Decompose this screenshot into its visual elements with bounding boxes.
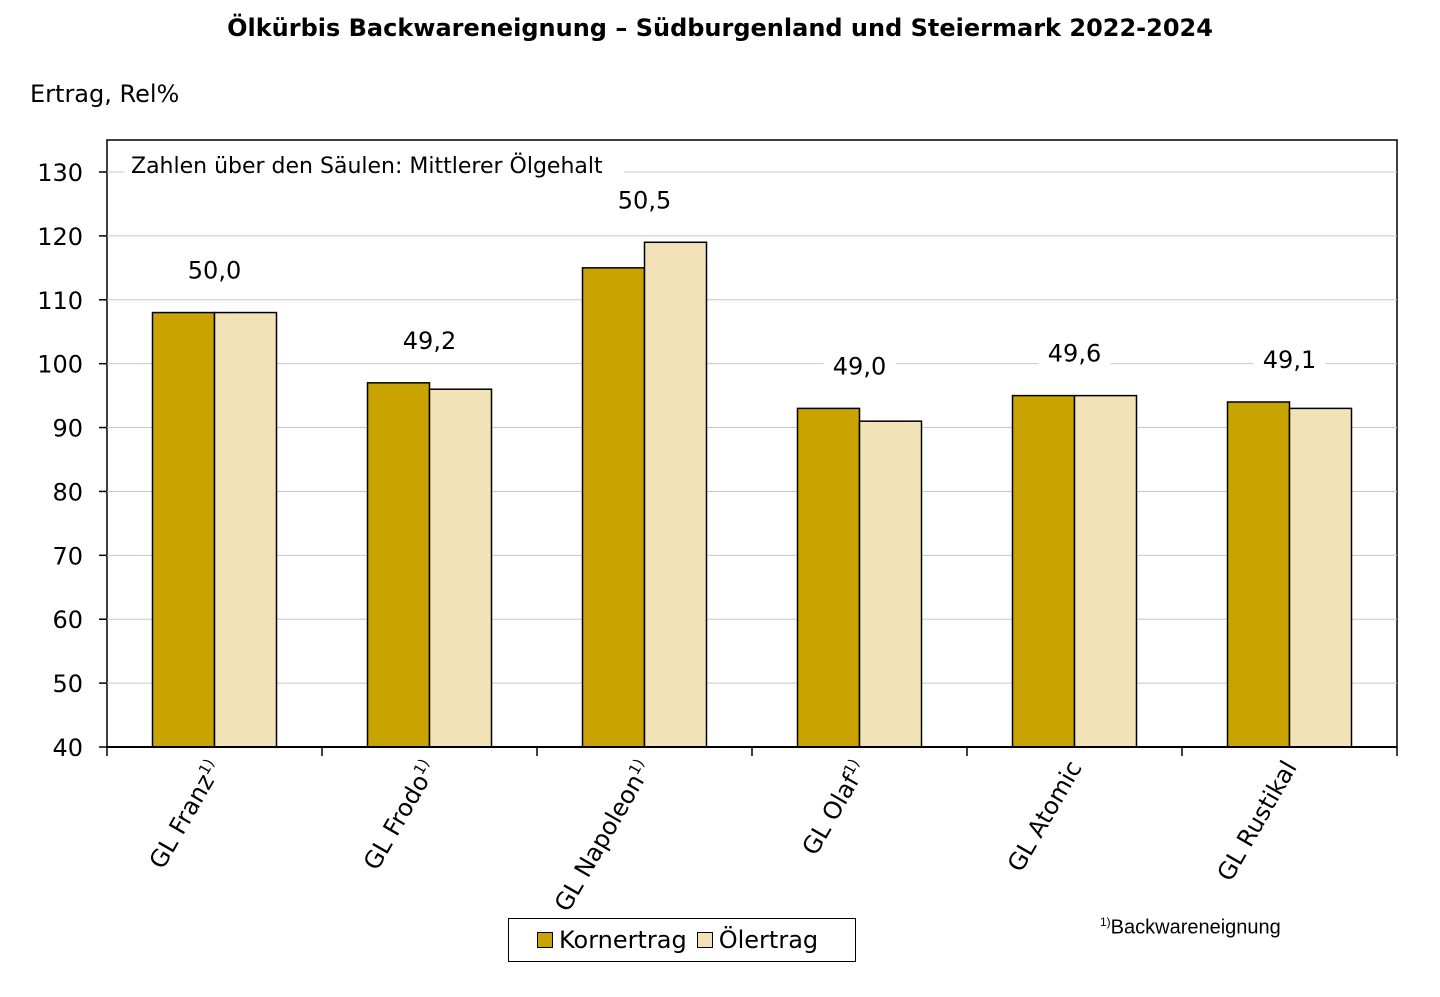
data-label-background	[1253, 344, 1326, 376]
x-tick-label: GL Rustikal	[1212, 756, 1303, 886]
y-tick-label: 60	[52, 606, 83, 634]
data-label-oil-content: 49,2	[403, 327, 456, 355]
legend-item-oelertrag: Ölertrag	[696, 926, 819, 954]
annotation-text: Zahlen über den Säulen: Mittlerer Ölgeha…	[131, 153, 603, 179]
bar-oelertrag	[858, 420, 923, 748]
x-tick-label: GL Frodo1)	[357, 756, 443, 875]
bar-oelertrag	[1288, 407, 1353, 748]
y-tick-label: 50	[52, 670, 83, 698]
bar-kornertrag	[151, 311, 216, 748]
bar-oelertrag	[643, 241, 708, 748]
bar-kornertrag	[1011, 394, 1076, 748]
footnote: 1)Backwareneignung	[1100, 915, 1281, 940]
x-tick-label-name: GL Napoleon	[549, 769, 650, 916]
legend-swatch-oelertrag	[696, 932, 713, 948]
x-tick-label: GL Napoleon1)	[548, 756, 658, 917]
x-tick-label-name: GL Frodo	[358, 769, 435, 874]
y-tick-label: 70	[52, 542, 83, 570]
y-axis-label: Ertrag, Rel%	[30, 80, 180, 108]
data-label-background	[1038, 337, 1111, 370]
legend-label-oelertrag: Ölertrag	[718, 926, 819, 954]
bar-kornertrag	[581, 267, 646, 748]
y-tick-label: 130	[37, 159, 83, 187]
y-tick-label: 40	[52, 734, 83, 762]
x-tick-label-name: GL Franz	[144, 769, 220, 873]
x-tick-label-name: GL Atomic	[1002, 756, 1088, 876]
plot-area	[106, 139, 1398, 748]
footnote-marker: 1)	[1100, 915, 1111, 929]
legend-swatch-kornertrag	[537, 932, 553, 948]
bar-oelertrag	[428, 388, 493, 748]
legend-label-kornertrag: Kornertrag	[559, 926, 687, 954]
x-tick-label-name: GL Olaf	[797, 769, 866, 860]
data-label-background	[608, 184, 681, 217]
x-tick-label-name: GL Rustikal	[1212, 756, 1303, 886]
x-tick-label: GL Atomic	[1002, 756, 1088, 876]
annotation-background	[124, 150, 624, 182]
data-label-background	[823, 350, 896, 383]
y-tick-label: 100	[37, 351, 83, 379]
bar-kornertrag	[1226, 401, 1291, 748]
x-tick-label: GL Franz1)	[143, 756, 228, 874]
data-label-background	[393, 324, 466, 357]
chart-title: Ölkürbis Backwareneignung – Südburgenlan…	[227, 14, 1213, 42]
data-label-oil-content: 50,5	[618, 186, 671, 214]
x-tick-label: GL Olaf1)	[796, 756, 873, 860]
y-tick-label: 110	[37, 287, 83, 315]
y-tick-label: 120	[37, 223, 83, 251]
bar-oelertrag	[213, 311, 278, 748]
bar-kornertrag	[796, 407, 861, 748]
data-label-oil-content: 49,0	[833, 352, 886, 380]
footnote-text: Backwareneignung	[1110, 916, 1281, 939]
data-label-oil-content: 49,6	[1048, 340, 1101, 368]
bar-kornertrag	[366, 382, 431, 748]
legend-item-kornertrag: Kornertrag	[537, 926, 687, 954]
bar-oelertrag	[1073, 394, 1138, 748]
y-tick-label: 80	[52, 478, 83, 506]
data-label-oil-content: 50,0	[188, 257, 241, 285]
y-tick-label: 90	[52, 415, 83, 443]
data-label-oil-content: 49,1	[1263, 346, 1316, 374]
legend: Kornertrag Ölertrag	[508, 918, 856, 962]
data-label-background	[178, 254, 251, 287]
